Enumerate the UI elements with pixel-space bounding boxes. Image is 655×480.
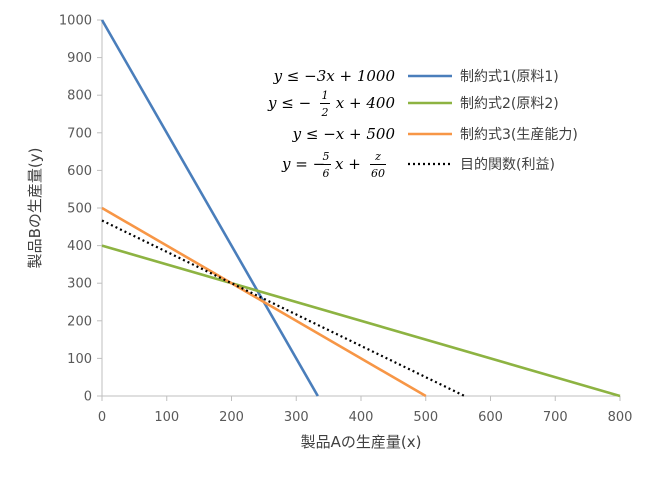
y-tick-label: 900 xyxy=(67,51,92,66)
y-tick-label: 600 xyxy=(67,164,92,179)
x-tick-label: 400 xyxy=(349,410,374,425)
x-tick-label: 700 xyxy=(543,410,568,425)
legend-equation-2-den: 2 xyxy=(321,106,329,119)
x-tick-label: 600 xyxy=(478,410,503,425)
y-tick-label: 400 xyxy=(67,239,92,254)
legend-equation-4-lhs: y = − xyxy=(281,155,325,173)
y-tick-label: 300 xyxy=(67,277,92,292)
series-line-1 xyxy=(100,19,319,397)
legend-equation-4-den: 6 xyxy=(323,167,330,180)
series-layer xyxy=(100,19,621,398)
x-tick-label: 200 xyxy=(219,410,244,425)
y-tick-label: 500 xyxy=(67,202,92,217)
series-line-4 xyxy=(101,219,466,397)
x-tick-label: 800 xyxy=(608,410,633,425)
y-tick-label: 800 xyxy=(67,89,92,104)
legend: y ≤ −3x + 1000 制約式1(原料1) y ≤ − 1 2 x + 400 制約式… xyxy=(267,67,578,180)
legend-label-4: 目的関数(利益) xyxy=(460,157,555,173)
legend-equation-3: y ≤ −x + 500 xyxy=(292,125,396,143)
axes: 0 100 200 300 400 500 600 700 800 0 100 200 300 400 50… xyxy=(59,14,633,426)
y-tick-label: 1000 xyxy=(59,14,92,29)
x-axis-title: 製品Aの生産量(x) xyxy=(301,433,422,451)
legend-equation-4-num: 5 xyxy=(323,150,330,163)
x-tick-label: 100 xyxy=(154,410,179,425)
legend-label-1: 制約式1(原料1) xyxy=(460,69,559,85)
y-tick-label: 100 xyxy=(67,352,92,367)
legend-equation-4-mid: x + xyxy=(335,155,361,173)
legend-label-3: 制約式3(生産能力) xyxy=(460,127,578,143)
series-line-2 xyxy=(101,244,621,398)
legend-equation-4-den2: 60 xyxy=(371,167,385,180)
x-tick-label: 500 xyxy=(413,410,438,425)
legend-label-2: 制約式2(原料2) xyxy=(460,96,559,112)
y-tick-label: 0 xyxy=(84,390,92,405)
legend-equation-1: y ≤ −3x + 1000 xyxy=(273,67,396,85)
y-tick-label: 200 xyxy=(67,314,92,329)
x-tick-label: 300 xyxy=(284,410,309,425)
y-tick-label: 700 xyxy=(67,126,92,141)
legend-equation-4-num2: z xyxy=(374,150,381,163)
series-line-3 xyxy=(101,206,427,398)
legend-equation-2-num: 1 xyxy=(322,89,329,102)
y-axis-title: 製品Bの生産量(y) xyxy=(26,148,44,269)
x-tick-label: 0 xyxy=(98,410,106,425)
legend-equation-2-lhs: y ≤ − xyxy=(267,94,311,112)
legend-equation-2-rhs: x + 400 xyxy=(336,94,396,112)
